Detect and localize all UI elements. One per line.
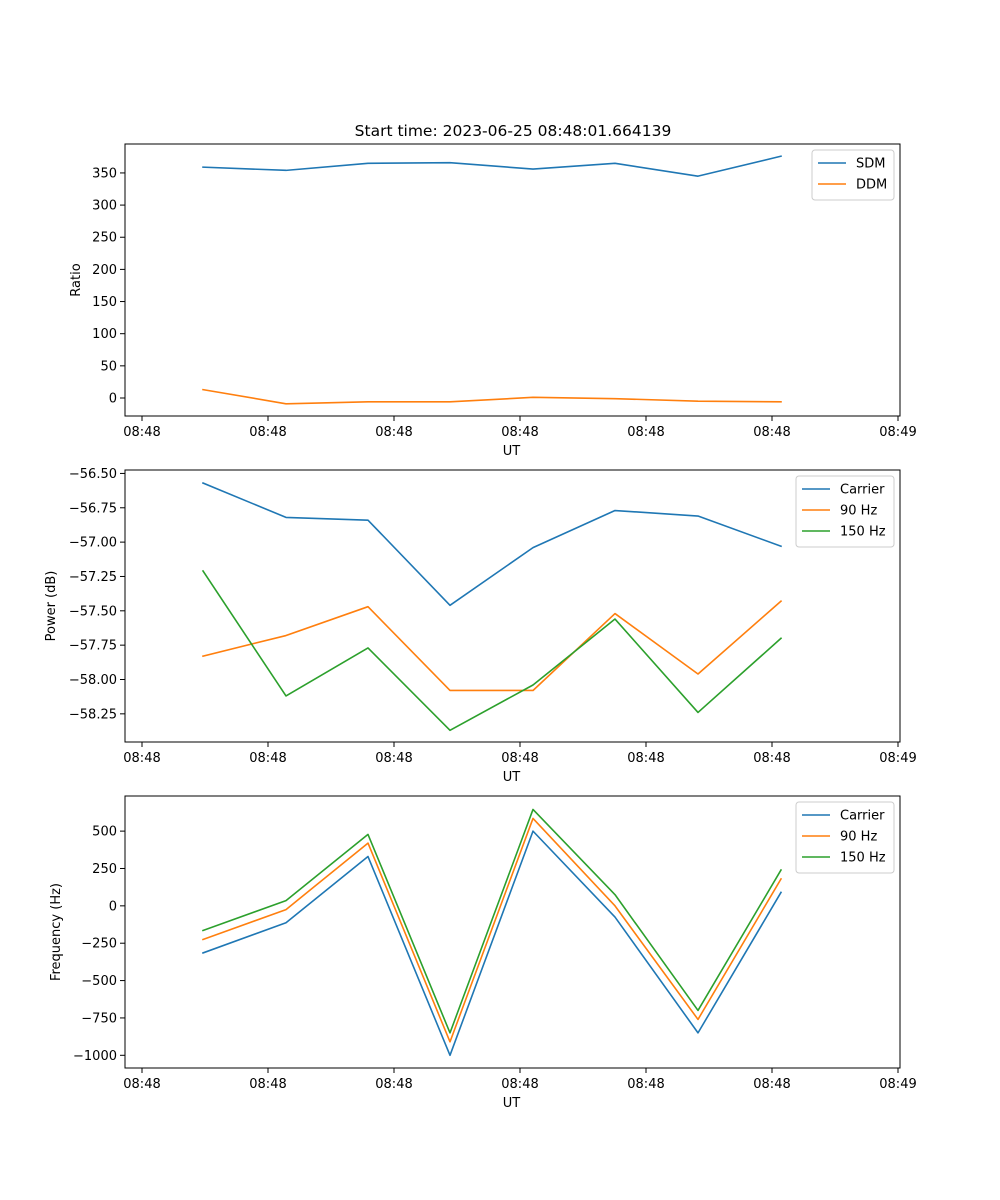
chart-title: Start time: 2023-06-25 08:48:01.664139 bbox=[355, 122, 672, 140]
y-tick-label: −56.75 bbox=[69, 501, 117, 516]
y-tick-label: −57.75 bbox=[69, 639, 117, 654]
legend-label: Carrier bbox=[840, 483, 885, 498]
series-line-ddm bbox=[202, 388, 782, 405]
y-axis-label: Power (dB) bbox=[44, 571, 59, 642]
legend-label: SDM bbox=[856, 157, 885, 172]
legend: Carrier 90 Hz 150 Hz bbox=[795, 475, 895, 548]
series-line-carrier bbox=[201, 830, 783, 1057]
x-tick-label: 08:49 bbox=[879, 751, 916, 766]
series-line-90-hz bbox=[201, 817, 783, 1043]
legend-label: DDM bbox=[856, 178, 887, 193]
x-tick-label: 08:48 bbox=[501, 1077, 538, 1092]
x-tick-label: 08:48 bbox=[627, 425, 664, 440]
x-tick-label: 08:48 bbox=[249, 425, 286, 440]
x-axis-label: UT bbox=[503, 1096, 521, 1111]
x-tick-label: 08:48 bbox=[123, 425, 160, 440]
x-tick-label: 08:49 bbox=[879, 1077, 916, 1092]
y-tick-label: −56.50 bbox=[69, 467, 117, 482]
legend-label: 150 Hz bbox=[840, 525, 886, 540]
legend-box bbox=[795, 801, 895, 874]
y-tick-label: −58.00 bbox=[69, 673, 117, 688]
y-tick-label: −57.00 bbox=[69, 536, 117, 551]
legend-label: 90 Hz bbox=[840, 830, 877, 845]
y-tick-label: 150 bbox=[92, 295, 117, 310]
y-tick-label: −57.25 bbox=[69, 570, 117, 585]
x-axis-label: UT bbox=[503, 444, 521, 459]
y-tick-label: −1000 bbox=[73, 1049, 117, 1064]
subplot-2: 08:48 08:48 08:48 08:48 08:48 08:48 08:49 −56.5… bbox=[44, 467, 917, 785]
axes-frame bbox=[124, 795, 901, 1069]
y-tick-label: 200 bbox=[92, 263, 117, 278]
x-tick-label: 08:48 bbox=[123, 1077, 160, 1092]
x-tick-label: 08:48 bbox=[501, 751, 538, 766]
y-tick-label: −58.25 bbox=[69, 707, 117, 722]
y-axis-label: Ratio bbox=[69, 263, 84, 296]
x-tick-label: 08:48 bbox=[375, 1077, 412, 1092]
series-line-carrier bbox=[201, 482, 783, 607]
y-tick-label: 250 bbox=[92, 862, 117, 877]
legend-label: 90 Hz bbox=[840, 504, 877, 519]
x-tick-label: 08:49 bbox=[879, 425, 916, 440]
y-tick-label: 50 bbox=[100, 359, 117, 374]
subplot-3: 08:48 08:48 08:48 08:48 08:48 08:48 08:49 500 25… bbox=[49, 795, 917, 1111]
y-tick-label: 250 bbox=[92, 231, 117, 246]
y-tick-label: 100 bbox=[92, 327, 117, 342]
y-tick-label: 0 bbox=[109, 899, 117, 914]
x-tick-label: 08:48 bbox=[753, 425, 790, 440]
y-tick-label: −57.50 bbox=[69, 604, 117, 619]
subplot-1: 08:48 08:48 08:48 08:48 08:48 08:48 08:49 0 50 10… bbox=[69, 143, 917, 459]
y-tick-label: −250 bbox=[81, 937, 117, 952]
y-tick-label: 350 bbox=[92, 166, 117, 181]
y-tick-label: −750 bbox=[81, 1011, 117, 1026]
y-tick-label: −500 bbox=[81, 974, 117, 989]
axes-frame bbox=[124, 143, 901, 417]
legend: SDM DDM bbox=[811, 149, 895, 201]
series-line-150-hz bbox=[201, 569, 783, 732]
subplots: 08:48 08:48 08:48 08:48 08:48 08:48 08:49 0 50 10… bbox=[44, 143, 917, 1111]
x-tick-label: 08:48 bbox=[627, 751, 664, 766]
x-tick-label: 08:48 bbox=[375, 751, 412, 766]
legend-label: 150 Hz bbox=[840, 851, 886, 866]
axes-frame bbox=[124, 469, 901, 743]
y-axis-label: Frequency (Hz) bbox=[49, 883, 64, 981]
series-line-150-hz bbox=[201, 808, 783, 1034]
y-tick-label: 500 bbox=[92, 825, 117, 840]
x-tick-label: 08:48 bbox=[753, 1077, 790, 1092]
x-axis-label: UT bbox=[503, 770, 521, 785]
x-tick-label: 08:48 bbox=[375, 425, 412, 440]
x-tick-label: 08:48 bbox=[753, 751, 790, 766]
series-line-sdm bbox=[202, 155, 782, 177]
series-line-90-hz bbox=[202, 600, 783, 692]
x-tick-label: 08:48 bbox=[123, 751, 160, 766]
x-tick-label: 08:48 bbox=[627, 1077, 664, 1092]
x-tick-label: 08:48 bbox=[249, 751, 286, 766]
legend-label: Carrier bbox=[840, 809, 885, 824]
x-tick-label: 08:48 bbox=[501, 425, 538, 440]
legend: Carrier 90 Hz 150 Hz bbox=[795, 801, 895, 874]
y-tick-label: 0 bbox=[109, 391, 117, 406]
x-tick-label: 08:48 bbox=[249, 1077, 286, 1092]
legend-box bbox=[795, 475, 895, 548]
y-tick-label: 300 bbox=[92, 199, 117, 214]
